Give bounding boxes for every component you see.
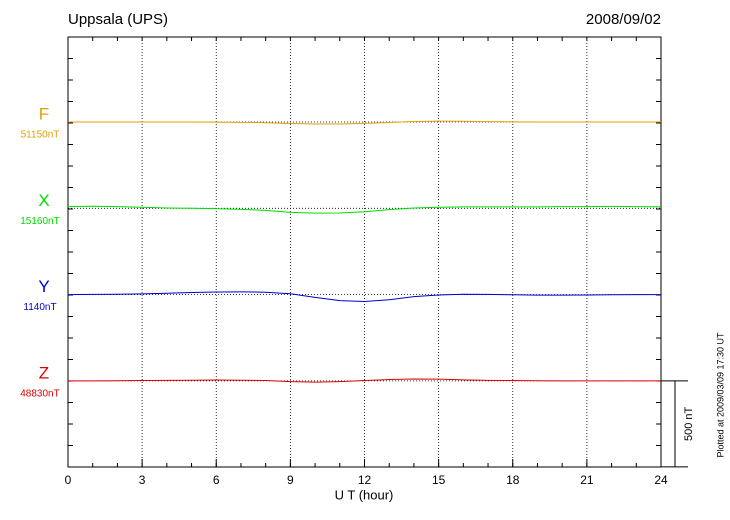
series-line [68,378,661,383]
series-name: Y [38,277,49,296]
footnote: Plotted at 2009/03/09 17:30 UT [715,332,725,458]
chart-date: 2008/09/02 [586,11,661,28]
x-tick-label: 21 [580,473,594,487]
x-tick-label: 0 [65,473,72,487]
x-tick-label: 12 [358,473,372,487]
x-tick-label: 15 [432,473,446,487]
x-axis-label: U T (hour) [335,487,394,502]
x-tick-label: 18 [506,473,520,487]
x-tick-label: 3 [139,473,146,487]
scale-bar-label: 500 nT [683,406,695,441]
series-name: Z [39,363,49,382]
x-tick-label: 6 [213,473,220,487]
series-baseline-label: 48830nT [20,389,59,400]
series-name: X [38,191,49,210]
series-baseline-label: 51150nT [21,130,60,141]
series-line [67,205,662,214]
series-baseline-label: 15160nT [20,216,59,227]
series-baseline-label: 1140nT [23,302,56,313]
x-tick-label: 24 [654,473,668,487]
chart-title: Uppsala (UPS) [68,11,168,28]
series-line [67,291,661,302]
series-line [68,120,661,125]
x-tick-label: 9 [287,473,294,487]
series-name: F [39,104,49,123]
plot-frame [67,36,662,468]
